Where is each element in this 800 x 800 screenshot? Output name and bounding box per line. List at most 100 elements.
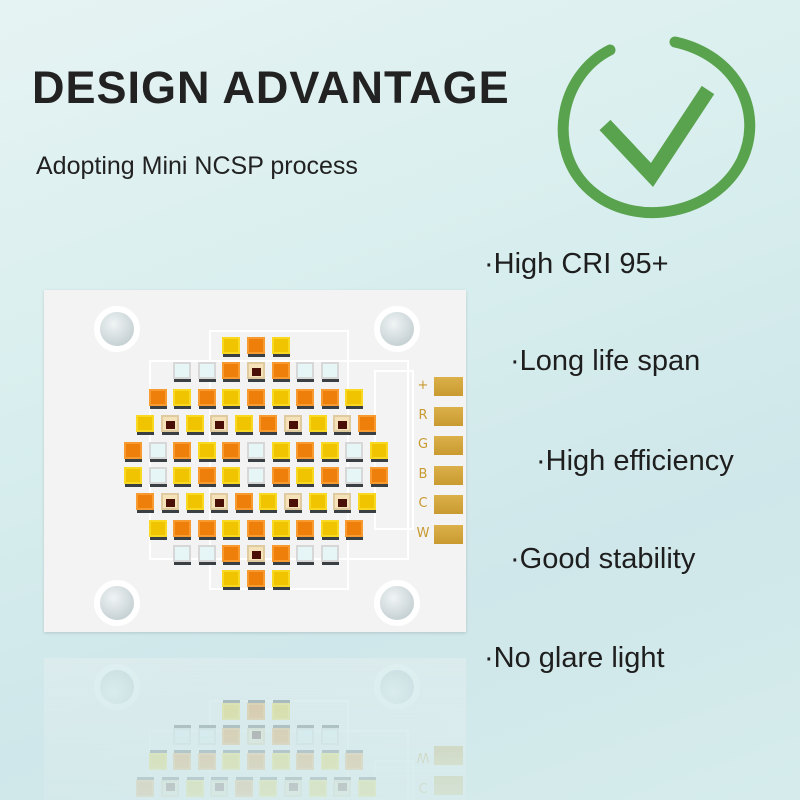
feature-no-glare: ·No glare light (484, 642, 665, 674)
led-chip (148, 520, 167, 540)
led-chip (160, 493, 179, 513)
circuit-trace (374, 760, 414, 800)
led-chip (185, 493, 204, 513)
solder-pad (434, 495, 463, 514)
led-chip (197, 545, 216, 565)
led-chip (259, 493, 278, 513)
led-chip (320, 467, 339, 487)
led-chip (308, 415, 327, 435)
led-chip (124, 442, 142, 462)
led-chip (247, 570, 265, 590)
solder-pad (434, 524, 463, 544)
led-chip (173, 520, 192, 540)
led-chip (185, 415, 204, 435)
led-chip (259, 415, 278, 435)
led-chip (173, 467, 192, 487)
led-chip (124, 467, 142, 487)
led-chip (283, 493, 302, 513)
led-chip (296, 545, 315, 565)
led-chip (320, 545, 339, 565)
led-chip (247, 700, 265, 720)
mounting-hole (374, 306, 420, 352)
led-chip (136, 493, 155, 513)
led-chip (234, 493, 253, 513)
led-chip (173, 545, 192, 565)
led-chip (160, 777, 179, 797)
led-chip (247, 725, 265, 745)
led-chip (320, 520, 339, 540)
led-chip (222, 570, 241, 590)
led-chip (333, 493, 352, 513)
feature-efficiency: ·High efficiency (536, 445, 734, 477)
mounting-hole (374, 580, 420, 626)
led-chip (222, 725, 241, 745)
led-chip (197, 467, 216, 487)
led-chip (320, 725, 339, 745)
pad-label: W (416, 749, 430, 765)
pad-label: W (416, 525, 430, 541)
led-chip (296, 442, 315, 462)
led-chip (247, 750, 265, 770)
led-chip (210, 777, 229, 797)
led-chip (345, 520, 364, 540)
led-chip (320, 389, 339, 409)
led-chip (148, 442, 167, 462)
solder-pad (434, 465, 463, 485)
led-chip (271, 467, 290, 487)
led-chip (271, 442, 290, 462)
led-chip (296, 389, 315, 409)
led-chip (345, 467, 364, 487)
led-chip (247, 442, 265, 462)
led-chip (222, 337, 241, 357)
led-chip (197, 389, 216, 409)
led-chip (333, 777, 352, 797)
led-chip (222, 545, 241, 565)
led-chip (234, 777, 253, 797)
led-chip (271, 700, 290, 720)
led-chip (222, 362, 241, 382)
led-chip (296, 467, 315, 487)
led-chip (320, 362, 339, 382)
led-chip (222, 750, 241, 770)
subtitle: Adopting Mini NCSP process (36, 152, 358, 180)
led-chip (173, 389, 192, 409)
led-chip (222, 467, 241, 487)
check-circle-icon (557, 36, 756, 219)
led-chip (271, 389, 290, 409)
led-chip (247, 520, 265, 540)
led-chip (197, 442, 216, 462)
led-chip (259, 777, 278, 797)
led-chip (296, 725, 315, 745)
led-chip (160, 415, 179, 435)
pad-label: B (418, 466, 428, 482)
led-chip (357, 493, 376, 513)
led-chip (296, 362, 315, 382)
led-chip (222, 700, 241, 720)
solder-pad (434, 436, 463, 455)
led-chip (136, 777, 155, 797)
led-chip (247, 467, 265, 487)
led-chip (185, 777, 204, 797)
mounting-hole (94, 664, 140, 710)
pad-label: G (417, 437, 429, 452)
led-chip (148, 389, 167, 409)
led-chip (222, 442, 241, 462)
mounting-hole (94, 306, 140, 352)
led-chip (357, 777, 376, 797)
led-chip (345, 750, 364, 770)
led-chip (247, 545, 265, 565)
led-chip (345, 389, 364, 409)
led-chip (197, 725, 216, 745)
pad-label: C (418, 496, 428, 511)
led-chip (148, 750, 167, 770)
led-chip (197, 362, 216, 382)
pad-label: C (418, 779, 428, 794)
led-chip (296, 520, 315, 540)
led-chip (210, 493, 229, 513)
solder-pad (434, 776, 463, 795)
led-chip (283, 777, 302, 797)
led-chip (271, 545, 290, 565)
led-chip (308, 777, 327, 797)
led-chip (271, 725, 290, 745)
